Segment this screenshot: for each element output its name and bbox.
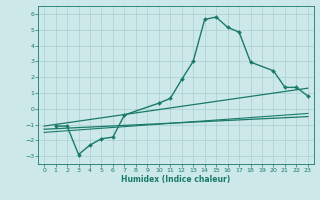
X-axis label: Humidex (Indice chaleur): Humidex (Indice chaleur) [121,175,231,184]
